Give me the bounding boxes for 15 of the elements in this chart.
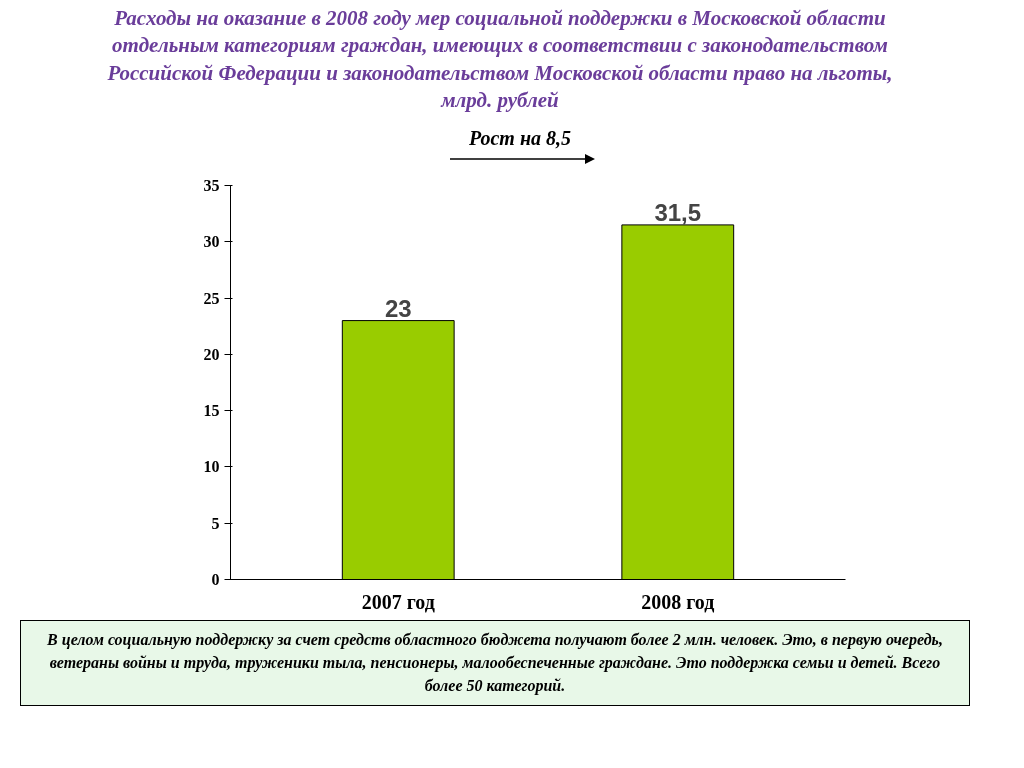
y-tick-label: 15 bbox=[203, 402, 220, 420]
text: В целом социальную поддержку за счет средств областного бюджета получают более 2 млн. человек. Это, в первую очередь, ветераны войны и труда, труженики тыла, пенсионеры, малообеспеченные граждане. Это поддержка семьи и детей. Всего более 50 категорий. bbox=[20, 619, 970, 707]
data-label: 31,5 bbox=[654, 198, 702, 226]
y-tick-label: 35 bbox=[203, 176, 220, 194]
y-tick-label: 5 bbox=[211, 514, 220, 532]
y-tick-label: 20 bbox=[203, 345, 220, 363]
y-tick-label: 0 bbox=[211, 570, 220, 588]
x-tick-label: 2008 год bbox=[641, 590, 715, 613]
chart-title: Расходы на оказание в 2008 году мер социальной поддержки в Московской области отдельным категориям граждан, имеющих в соответствии с законодательством Российской Федерации и законодательством Московской области право на льготы, млрд. рублей bbox=[106, 5, 894, 114]
y-tick-label: 30 bbox=[203, 233, 220, 251]
y-tick-label: 10 bbox=[203, 458, 220, 476]
y-tick-label: 25 bbox=[203, 289, 220, 307]
x-tick-label: 2007 год bbox=[361, 590, 435, 613]
data-label: 23 bbox=[384, 294, 412, 322]
text: Рост на 8,5 bbox=[468, 126, 572, 152]
